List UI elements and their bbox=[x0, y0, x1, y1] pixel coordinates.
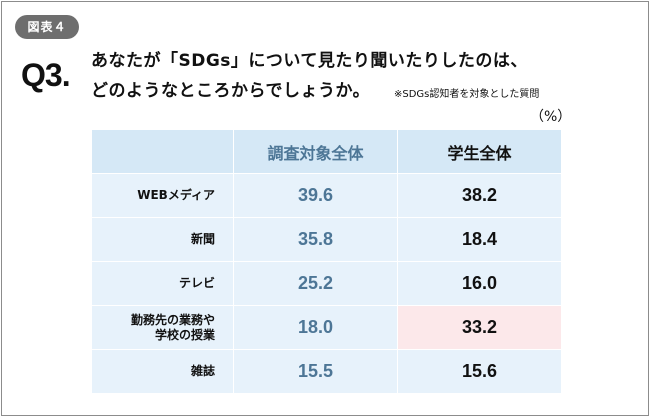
value-all: 18.0 bbox=[233, 305, 398, 350]
value-students: 18.4 bbox=[397, 217, 562, 262]
row-label: テレビ bbox=[91, 261, 234, 306]
question-note: ※SDGs認知者を対象とした質問 bbox=[394, 89, 540, 100]
row-label-text: 勤務先の業務や bbox=[130, 312, 215, 327]
header-corner bbox=[91, 129, 234, 174]
value-all: 15.5 bbox=[233, 349, 398, 394]
column-header-students: 学生全体 bbox=[397, 129, 562, 174]
row-label-text: 学校の授業 bbox=[154, 327, 215, 342]
unit-label: （%） bbox=[530, 109, 572, 125]
row-label: 新聞 bbox=[91, 217, 234, 262]
question-number: Q3. bbox=[21, 57, 71, 93]
table-header-row: 調査対象全体 学生全体 bbox=[91, 129, 562, 174]
table-row: 勤務先の業務や 学校の授業 18.0 33.2 bbox=[91, 305, 562, 350]
table-row: WEBメディア 39.6 38.2 bbox=[91, 173, 562, 218]
row-label: 勤務先の業務や 学校の授業 bbox=[91, 305, 234, 350]
results-table: 調査対象全体 学生全体 WEBメディア 39.6 38.2 新聞 35.8 18… bbox=[91, 129, 562, 394]
row-label-text: テレビ bbox=[178, 276, 215, 290]
question-text-line1: あなたが「SDGs」について見たり聞いたりしたのは、 bbox=[91, 51, 528, 71]
table-row: 雑誌 15.5 15.6 bbox=[91, 349, 562, 394]
value-students: 38.2 bbox=[397, 173, 562, 218]
value-all: 35.8 bbox=[233, 217, 398, 262]
row-label-text: 雑誌 bbox=[190, 364, 215, 378]
column-header-all: 調査対象全体 bbox=[233, 129, 398, 174]
table-row: テレビ 25.2 16.0 bbox=[91, 261, 562, 306]
value-students: 15.6 bbox=[397, 349, 562, 394]
row-label: 雑誌 bbox=[91, 349, 234, 394]
value-students: 16.0 bbox=[397, 261, 562, 306]
figure-badge: 図表４ bbox=[15, 15, 79, 39]
value-all: 25.2 bbox=[233, 261, 398, 306]
value-all: 39.6 bbox=[233, 173, 398, 218]
row-label-text: 新聞 bbox=[190, 232, 215, 246]
row-label-text: WEBメディア bbox=[137, 188, 215, 202]
table-row: 新聞 35.8 18.4 bbox=[91, 217, 562, 262]
value-students-highlighted: 33.2 bbox=[397, 305, 562, 350]
question-text-line2: どのようなところからでしょうか。 bbox=[91, 81, 371, 101]
row-label: WEBメディア bbox=[91, 173, 234, 218]
